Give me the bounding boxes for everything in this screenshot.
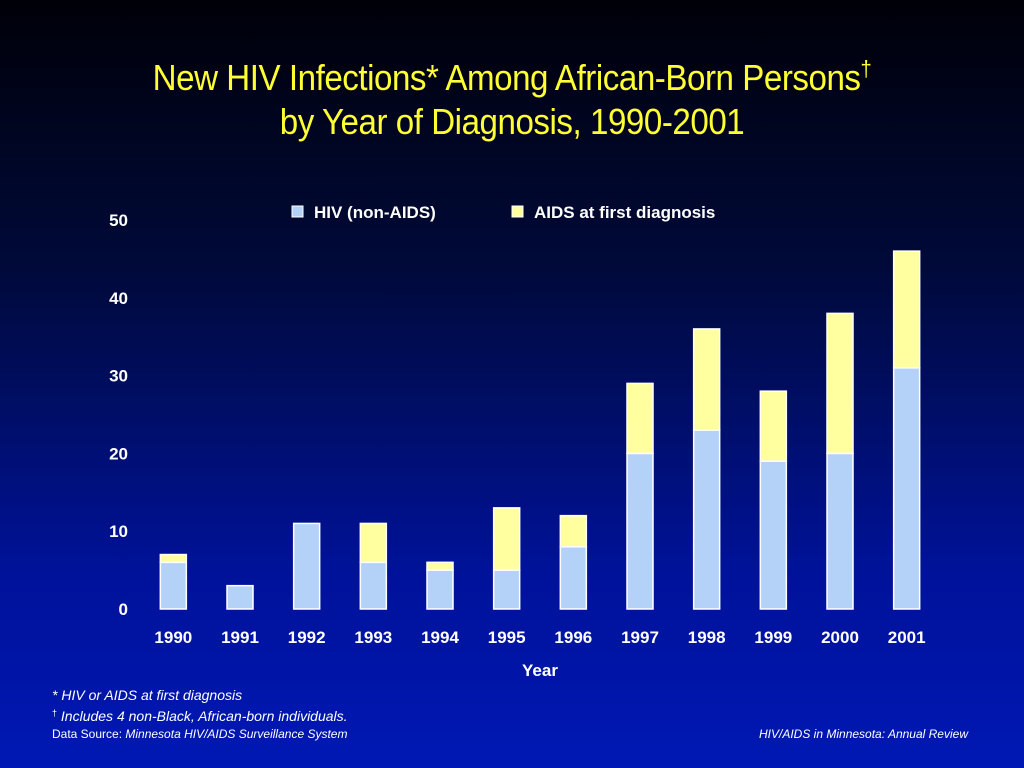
bar-aids-1999	[759, 390, 788, 462]
x-tick-label: 1998	[688, 628, 726, 647]
y-tick-label: 20	[109, 444, 128, 463]
x-tick-label: 1994	[421, 628, 459, 647]
bar-aids-1993	[359, 522, 388, 564]
bar-aids-2001	[892, 250, 921, 369]
footnotes: * HIV or AIDS at first diagnosis † Inclu…	[52, 685, 348, 727]
bar-hiv-2000	[826, 452, 854, 610]
x-tick-label: 2000	[821, 628, 859, 647]
title-line-2: by Year of Diagnosis, 1990-2001	[279, 101, 745, 142]
x-axis: 1990 1991 1992 1993 1994 1995 1996 1997 1998 1999…	[154, 628, 925, 647]
y-tick-label: 10	[109, 522, 128, 541]
bar-hiv-1991	[226, 584, 254, 610]
bar-aids-1990	[159, 553, 188, 564]
bar-hiv-1995	[492, 569, 521, 610]
y-tick-label: 50	[109, 211, 128, 230]
data-source-label: Data Source:	[52, 727, 126, 741]
bar-hiv-1999	[759, 460, 788, 610]
bar-hiv-1998	[692, 429, 721, 610]
bar-aids-1998	[692, 328, 721, 431]
x-tick-label: 2001	[888, 628, 926, 647]
footnote-dagger-mark: †	[52, 708, 58, 718]
title-line-1: New HIV Infections* Among African-Born P…	[152, 56, 872, 98]
data-source-value: Minnesota HIV/AIDS Surveillance System	[125, 727, 348, 741]
legend-swatch	[511, 205, 524, 218]
x-tick-label: 1993	[354, 628, 392, 647]
bar-aids-1997	[626, 382, 654, 455]
data-source: Data Source: Minnesota HIV/AIDS Surveill…	[52, 727, 347, 741]
x-tick-label: 1996	[554, 628, 592, 647]
bar-hiv-1997	[626, 452, 654, 610]
y-axis: 0 10 20 30 40 50	[109, 211, 128, 619]
bar-hiv-1990	[159, 561, 188, 610]
x-tick-label: 1995	[488, 628, 526, 647]
x-axis-label: Year	[522, 661, 558, 680]
footnote-dagger: † Includes 4 non-Black, African-born ind…	[52, 708, 348, 724]
x-tick-label: 1999	[754, 628, 792, 647]
bar-hiv-1992	[292, 522, 321, 610]
x-tick-label: 1997	[621, 628, 659, 647]
bar-hiv-2001	[892, 367, 921, 610]
legend-label: AIDS at first diagnosis	[534, 203, 715, 222]
bar-aids-1994	[426, 561, 454, 571]
bar-hiv-1993	[359, 561, 388, 610]
y-tick-label: 40	[109, 289, 128, 308]
publication-name: HIV/AIDS in Minnesota: Annual Review	[759, 727, 968, 741]
legend-label: HIV (non-AIDS)	[314, 203, 436, 222]
legend-swatch	[291, 205, 304, 218]
y-tick-label: 0	[119, 600, 128, 619]
bars	[159, 250, 921, 610]
dagger-mark: †	[860, 56, 872, 81]
bar-aids-1996	[559, 514, 588, 548]
bar-aids-2000	[826, 312, 854, 455]
bar-aids-1995	[492, 507, 521, 571]
bar-hiv-1996	[559, 546, 588, 610]
legend: HIV (non-AIDS) AIDS at first diagnosis	[291, 203, 715, 222]
x-tick-label: 1990	[154, 628, 192, 647]
x-tick-label: 1992	[288, 628, 326, 647]
chart-title: New HIV Infections* Among African-Born P…	[41, 56, 983, 144]
footnote-asterisk: * HIV or AIDS at first diagnosis	[52, 687, 243, 703]
x-tick-label: 1991	[221, 628, 259, 647]
bar-hiv-1994	[426, 569, 454, 610]
y-tick-label: 30	[109, 367, 128, 386]
